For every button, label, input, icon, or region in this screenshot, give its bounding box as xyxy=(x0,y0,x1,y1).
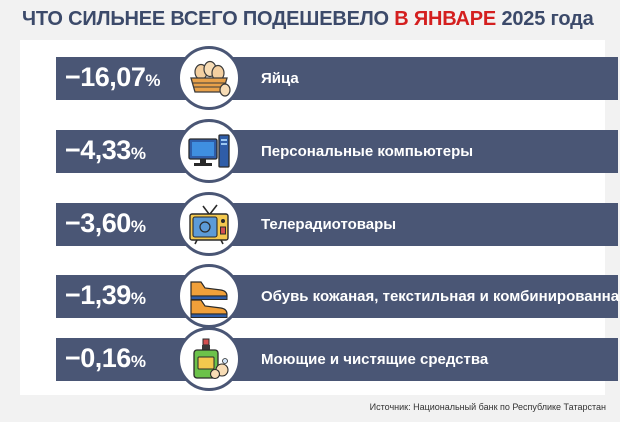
bar-label: Моющие и чистящие средства xyxy=(261,351,489,368)
bar-value: −0,16% xyxy=(65,343,146,374)
shoes-icon xyxy=(177,264,241,328)
bar-row-tv: −3,60% Телерадиотовары xyxy=(56,203,618,246)
tv-icon xyxy=(177,192,241,256)
percent-sign: % xyxy=(130,217,146,236)
chart-panel: −16,07% Яйца −4,33% Персональные компьют… xyxy=(20,40,620,395)
percent-sign: % xyxy=(130,289,146,308)
bar-row-detergents: −0,16% Моющие и чистящие средства xyxy=(56,338,618,381)
bar-label: Яйца xyxy=(261,70,299,87)
source-note: Источник: Национальный банк по Республик… xyxy=(369,402,606,412)
page-title: ЧТО СИЛЬНЕЕ ВСЕГО ПОДЕШЕВЕЛО В ЯНВАРЕ 20… xyxy=(22,8,594,31)
eggs-basket-icon xyxy=(177,46,241,110)
detergent-icon xyxy=(177,327,241,391)
bar-label: Персональные компьютеры xyxy=(261,143,474,160)
title-accent: В ЯНВАРЕ xyxy=(394,8,497,30)
value-number: −3,60 xyxy=(65,208,131,238)
bar-label: Обувь кожаная, текстильная и комбинирова… xyxy=(261,288,620,305)
bar-row-shoes: −1,39% Обувь кожаная, текстильная и комб… xyxy=(56,275,620,318)
bar-row-eggs: −16,07% Яйца xyxy=(56,57,618,100)
title-part2: 2025 года xyxy=(501,8,594,30)
percent-sign: % xyxy=(130,352,146,371)
value-number: −0,16 xyxy=(65,343,131,373)
percent-sign: % xyxy=(145,71,160,90)
computer-icon xyxy=(177,119,241,183)
bar-value: −16,07% xyxy=(65,62,160,93)
percent-sign: % xyxy=(130,144,146,163)
bar-label: Телерадиотовары xyxy=(261,216,397,233)
value-number: −16,07 xyxy=(65,62,146,92)
bar-row-computers: −4,33% Персональные компьютеры xyxy=(56,130,618,173)
value-number: −1,39 xyxy=(65,280,131,310)
bar-value: −1,39% xyxy=(65,280,146,311)
title-part1: ЧТО СИЛЬНЕЕ ВСЕГО ПОДЕШЕВЕЛО xyxy=(22,8,389,30)
value-number: −4,33 xyxy=(65,135,131,165)
bar-value: −3,60% xyxy=(65,208,146,239)
bar-value: −4,33% xyxy=(65,135,146,166)
